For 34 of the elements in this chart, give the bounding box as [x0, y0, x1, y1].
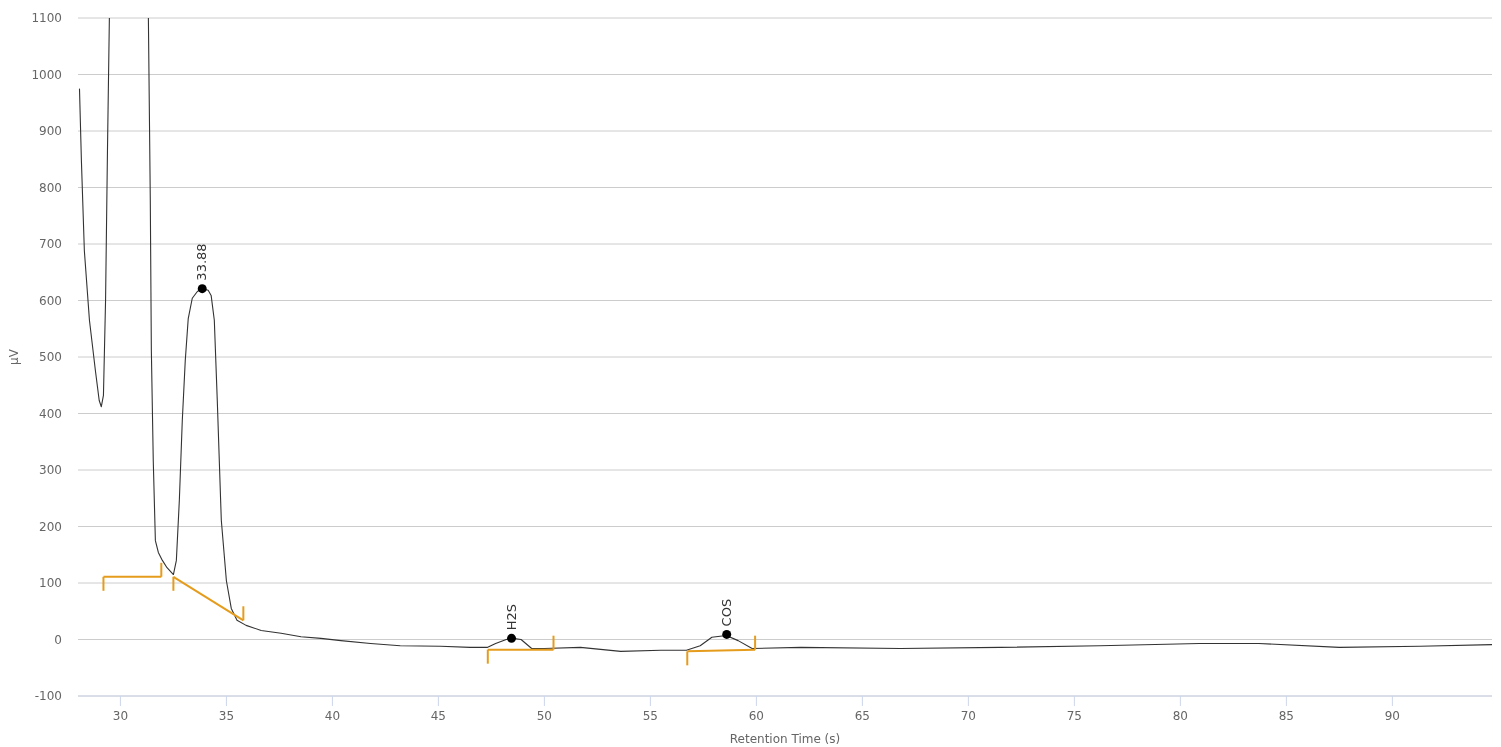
y-tick-label: 100	[39, 576, 62, 591]
x-axis-title: Retention Time (s)	[729, 732, 841, 746]
point	[197, 284, 207, 294]
y-tick-label: 700	[39, 237, 62, 252]
y-axis-title: μV	[7, 348, 21, 365]
y-tick-label: 1000	[31, 67, 62, 82]
x-tick-label: 80	[1172, 709, 1189, 723]
x-tick-label: 45	[430, 709, 447, 723]
y-tick-label: 300	[39, 463, 62, 478]
annotation: 33.88	[194, 243, 210, 281]
x-tick-label: 55	[642, 709, 659, 723]
y-tick-label: 900	[39, 124, 62, 139]
x-tick-label: 30	[112, 709, 129, 723]
x-tick-label: 35	[218, 709, 235, 723]
y-tick-label: 500	[39, 350, 62, 365]
y-tick-label: -100	[34, 689, 62, 704]
x-tick-label: 70	[960, 709, 977, 723]
point	[507, 633, 517, 643]
x-tick-label: 65	[854, 709, 871, 723]
x-tick-label: 90	[1384, 709, 1400, 723]
x-tick-label: 60	[748, 709, 765, 723]
annotation: H2S	[503, 604, 519, 631]
x-tick-label: 75	[1066, 709, 1083, 723]
y-tick-label: 200	[39, 519, 62, 534]
x-tick-label: 50	[536, 709, 553, 723]
y-tick-label: 400	[39, 406, 62, 421]
point	[722, 629, 732, 639]
y-tick-label: 0	[54, 632, 62, 647]
x-tick-label: 40	[324, 709, 341, 723]
y-tick-label: 800	[39, 180, 62, 195]
y-tick-label: 1100	[31, 11, 62, 26]
y-tick-label: 600	[39, 293, 62, 308]
x-tick-label: 85	[1278, 709, 1295, 723]
annotation: COS	[718, 598, 734, 627]
